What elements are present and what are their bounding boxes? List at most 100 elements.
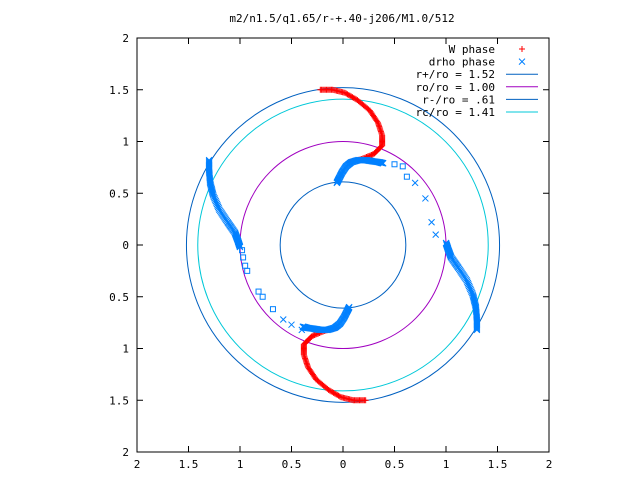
x-b: [470, 295, 478, 302]
x-b: [208, 188, 216, 195]
x-b: [279, 316, 287, 323]
legend-x-marker: [518, 58, 526, 65]
x-b: [209, 190, 217, 198]
x-b: [209, 189, 216, 197]
x-tick-label: 1.5: [488, 458, 508, 471]
x-b: [464, 279, 472, 287]
x-b: [211, 196, 219, 204]
x-b: [212, 197, 220, 205]
circle-r-1-52: [185, 87, 501, 403]
x-b: [212, 199, 220, 206]
x-b: [379, 159, 387, 167]
y-tick-label: 1.5: [109, 84, 129, 97]
x-b: [472, 303, 480, 311]
legend-label: rc/ro = 1.41: [416, 106, 495, 119]
x-b: [207, 180, 214, 188]
drho-phase-square: [269, 306, 276, 313]
drho-phase-point: [236, 243, 244, 251]
y-tick-label: 1.5: [109, 394, 129, 407]
x-tick-label: 0.5: [282, 458, 302, 471]
reference-circles: [185, 87, 501, 403]
x-b: [472, 302, 479, 310]
x-b: [208, 185, 216, 193]
legend-label: r-/ro = .61: [422, 93, 495, 106]
x-b: [465, 282, 473, 290]
drho-phase-point: [411, 179, 419, 187]
x-b: [214, 203, 222, 211]
drho-phase-point: [288, 321, 295, 329]
drho-phase-point: [470, 293, 477, 301]
x-b: [215, 205, 223, 212]
x-b: [209, 191, 217, 199]
legend-label: ro/ro = 1.00: [416, 81, 495, 94]
x-b: [463, 278, 471, 285]
x-b: [468, 289, 476, 297]
x-b: [211, 194, 218, 202]
y-tick-label: 1: [122, 136, 129, 149]
x-b: [470, 293, 477, 301]
drho-phase-point: [209, 189, 216, 197]
x-b: [213, 200, 221, 208]
legend-label: W phase: [449, 43, 495, 56]
x-b: [469, 291, 477, 299]
y-tick-label: 0: [122, 239, 129, 252]
x-b: [470, 297, 478, 305]
x-b: [207, 182, 215, 189]
y-axis: 2 1.5 1 0.5 0 0.5 1 1.5 2: [109, 32, 549, 459]
x-b: [471, 301, 479, 308]
drho-phase-point: [298, 326, 306, 334]
drho-phase-point: [279, 316, 287, 323]
drho-phase-square: [391, 161, 398, 168]
x-b: [468, 288, 475, 296]
x-b: [206, 179, 214, 187]
legend-label: drho phase: [429, 56, 495, 69]
chart-title: m2/n1.5/q1.65/r-+.40-j206/M1.0/512: [229, 12, 454, 25]
x-b: [471, 300, 479, 307]
drho-phase-square: [242, 262, 249, 269]
x-b: [428, 218, 435, 226]
x-axis: 2 1.5 1 0.5 0 0.5 1 1.5 2: [134, 38, 553, 471]
x-b: [471, 298, 478, 306]
x-b: [432, 231, 440, 239]
x-b: [422, 195, 429, 202]
x-b: [208, 184, 215, 192]
x-b: [210, 193, 218, 201]
x-tick-label: 1.5: [179, 458, 199, 471]
x-b: [466, 284, 474, 291]
x-b: [207, 183, 215, 190]
x-b: [469, 292, 477, 300]
x-b: [470, 296, 478, 304]
x-b: [214, 202, 221, 209]
y-tick-label: 2: [122, 446, 129, 459]
circle-r-0-61: [279, 181, 407, 309]
x-tick-label: 2: [134, 458, 141, 471]
y-tick-label: 1: [122, 343, 129, 356]
drho-phase-point: [432, 231, 440, 239]
drho-phase-point: [422, 195, 429, 202]
drho-phase-square: [403, 173, 410, 180]
drho-phase-square: [239, 247, 246, 254]
x-b: [288, 321, 295, 329]
drho-phase-point: [442, 239, 450, 247]
drho-phase-square: [240, 254, 247, 261]
legend-label: r+/ro = 1.52: [416, 68, 495, 81]
x-b: [236, 243, 244, 251]
x-b: [411, 179, 419, 187]
drho-phase-square: [399, 163, 406, 170]
y-tick-label: 0.5: [109, 187, 129, 200]
x-b: [466, 285, 474, 293]
data-points: [205, 86, 481, 404]
drho-phase-square: [244, 267, 251, 274]
x-b: [298, 326, 306, 334]
y-tick-label: 0.5: [109, 291, 129, 304]
y-tick-label: 2: [122, 32, 129, 45]
x-tick-label: 2: [546, 458, 553, 471]
x-b: [465, 281, 472, 288]
drho-phase-square: [259, 293, 266, 300]
x-tick-label: 1: [443, 458, 450, 471]
circle-r-1-41: [197, 98, 489, 392]
x-b: [208, 186, 216, 194]
drho-phase-point: [428, 218, 435, 226]
drho-phase-square: [255, 288, 262, 295]
